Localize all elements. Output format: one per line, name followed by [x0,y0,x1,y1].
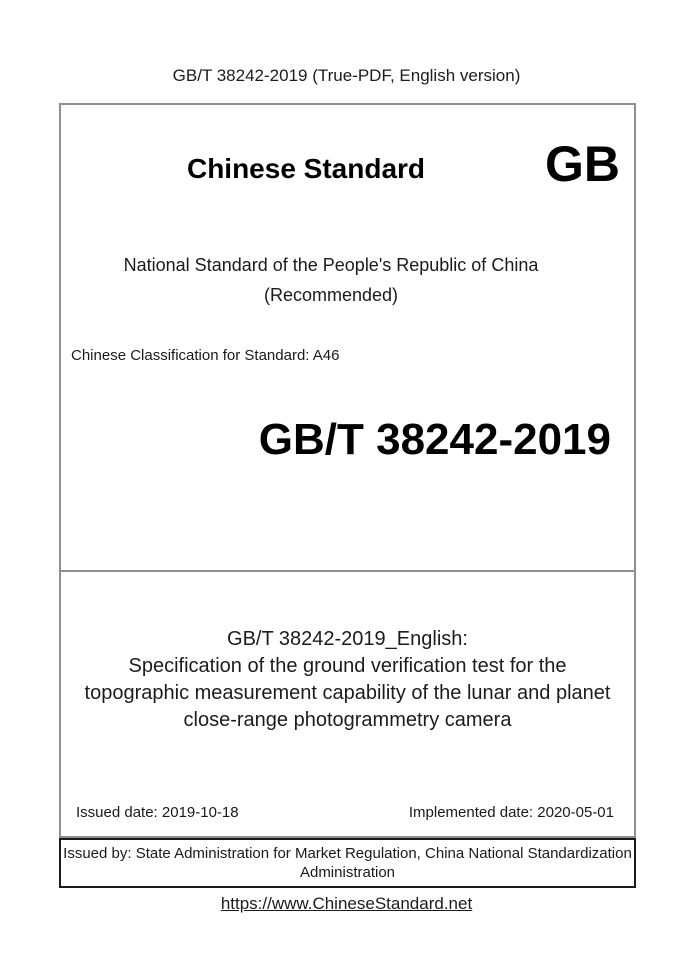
brand-title: Chinese Standard [186,153,426,184]
english-title-heading: GB/T 38242-2019_English: [227,628,468,650]
dates-row: Issued date: 2019-10-18 Implemented date… [61,804,634,822]
issuer-box: Issued by: State Administration for Mark… [59,838,636,888]
document-footer: https://www.ChineseStandard.net [0,892,693,916]
issuer-line-2: Administration [299,864,396,881]
issuer-text: Issued by: State Administration for Mark… [61,844,634,882]
gb-logo: GB [545,136,620,192]
english-title-line-2: topographic measurement capability of th… [84,682,611,704]
implemented-date: Implemented date: 2020-05-01 [408,804,614,821]
recommended-line: (Recommended) [263,285,399,305]
cover-box: Chinese Standard GB National Standard of… [59,103,636,838]
document-header-title: GB/T 38242-2019 (True-PDF, English versi… [172,66,521,85]
section-divider [61,570,634,572]
national-standard-line: National Standard of the People's Republ… [123,255,539,275]
standard-code: GB/T 38242-2019 [258,415,611,464]
english-title-block: GB/T 38242-2019_English: Specification o… [61,626,634,734]
classification-line: Chinese Classification for Standard: A46 [71,347,340,364]
national-standard-heading: National Standard of the People's Republ… [61,250,601,310]
website-link[interactable]: https://www.ChineseStandard.net [220,894,473,913]
english-title-line-1: Specification of the ground verification… [128,655,567,677]
issued-date: Issued date: 2019-10-18 [76,804,239,821]
english-title-line-3: close-range photogrammetry camera [183,709,512,731]
issuer-line-1: Issued by: State Administration for Mark… [63,845,632,862]
